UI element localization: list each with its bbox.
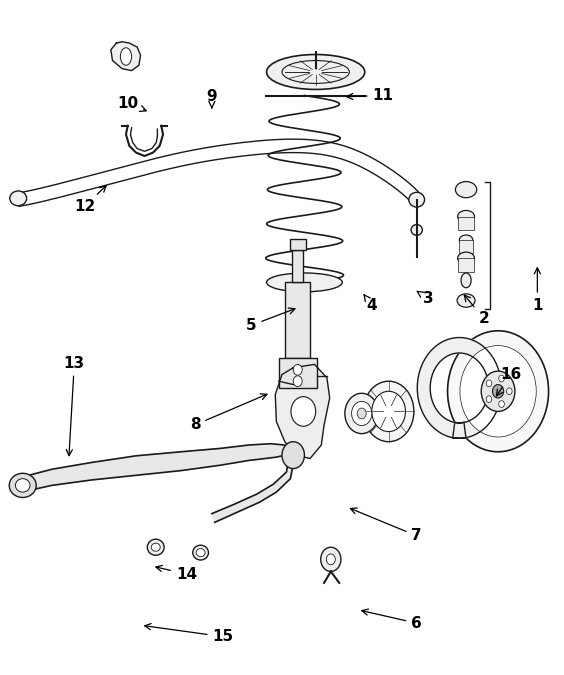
Ellipse shape (409, 192, 425, 207)
Ellipse shape (147, 539, 164, 556)
Circle shape (293, 376, 302, 387)
Text: 11: 11 (347, 88, 394, 103)
Bar (457, 258, 474, 271)
Ellipse shape (196, 549, 205, 557)
Circle shape (372, 392, 406, 431)
Circle shape (357, 408, 366, 419)
Text: 9: 9 (206, 89, 217, 108)
Bar (285, 282, 310, 358)
Bar (457, 217, 474, 230)
Bar (292, 250, 303, 282)
Circle shape (460, 346, 536, 437)
Bar (459, 240, 473, 254)
Ellipse shape (193, 545, 209, 560)
Circle shape (499, 401, 504, 408)
Circle shape (486, 380, 492, 387)
Ellipse shape (151, 543, 160, 551)
Ellipse shape (267, 273, 342, 292)
Text: 15: 15 (145, 624, 233, 644)
Text: 7: 7 (350, 508, 422, 543)
Ellipse shape (455, 182, 477, 198)
Circle shape (448, 331, 549, 452)
Circle shape (282, 441, 305, 468)
Polygon shape (417, 338, 501, 438)
Bar (279, 363, 283, 383)
Ellipse shape (457, 294, 475, 307)
Polygon shape (212, 458, 293, 522)
Bar (290, 240, 306, 250)
Text: 3: 3 (417, 291, 433, 306)
Circle shape (499, 375, 504, 382)
Bar (279, 358, 317, 388)
Text: 16: 16 (496, 367, 522, 396)
Circle shape (293, 364, 302, 375)
Circle shape (291, 397, 316, 426)
Polygon shape (21, 443, 293, 492)
Polygon shape (111, 42, 140, 71)
Text: 8: 8 (190, 394, 267, 433)
Text: 14: 14 (156, 566, 197, 582)
Circle shape (506, 388, 512, 395)
Circle shape (486, 396, 492, 402)
Polygon shape (275, 364, 330, 458)
Text: 1: 1 (532, 268, 543, 313)
Ellipse shape (267, 55, 365, 90)
Circle shape (363, 381, 414, 441)
Bar (312, 363, 317, 383)
Text: 12: 12 (74, 186, 106, 214)
Text: 6: 6 (362, 609, 422, 630)
Ellipse shape (10, 191, 27, 206)
Ellipse shape (411, 225, 422, 236)
Circle shape (492, 385, 504, 398)
Circle shape (351, 402, 372, 425)
Circle shape (345, 394, 378, 433)
Text: 2: 2 (464, 295, 490, 326)
Ellipse shape (459, 235, 473, 245)
Text: 13: 13 (64, 356, 85, 456)
Ellipse shape (120, 48, 131, 65)
Text: 10: 10 (117, 96, 146, 111)
Ellipse shape (457, 252, 474, 264)
Text: 4: 4 (364, 295, 377, 313)
Ellipse shape (9, 473, 36, 497)
Circle shape (327, 554, 336, 565)
Ellipse shape (282, 61, 349, 84)
Circle shape (321, 547, 341, 572)
Ellipse shape (457, 211, 474, 223)
Circle shape (481, 371, 515, 412)
Text: 5: 5 (246, 308, 295, 333)
Ellipse shape (15, 479, 30, 492)
Ellipse shape (461, 273, 471, 288)
